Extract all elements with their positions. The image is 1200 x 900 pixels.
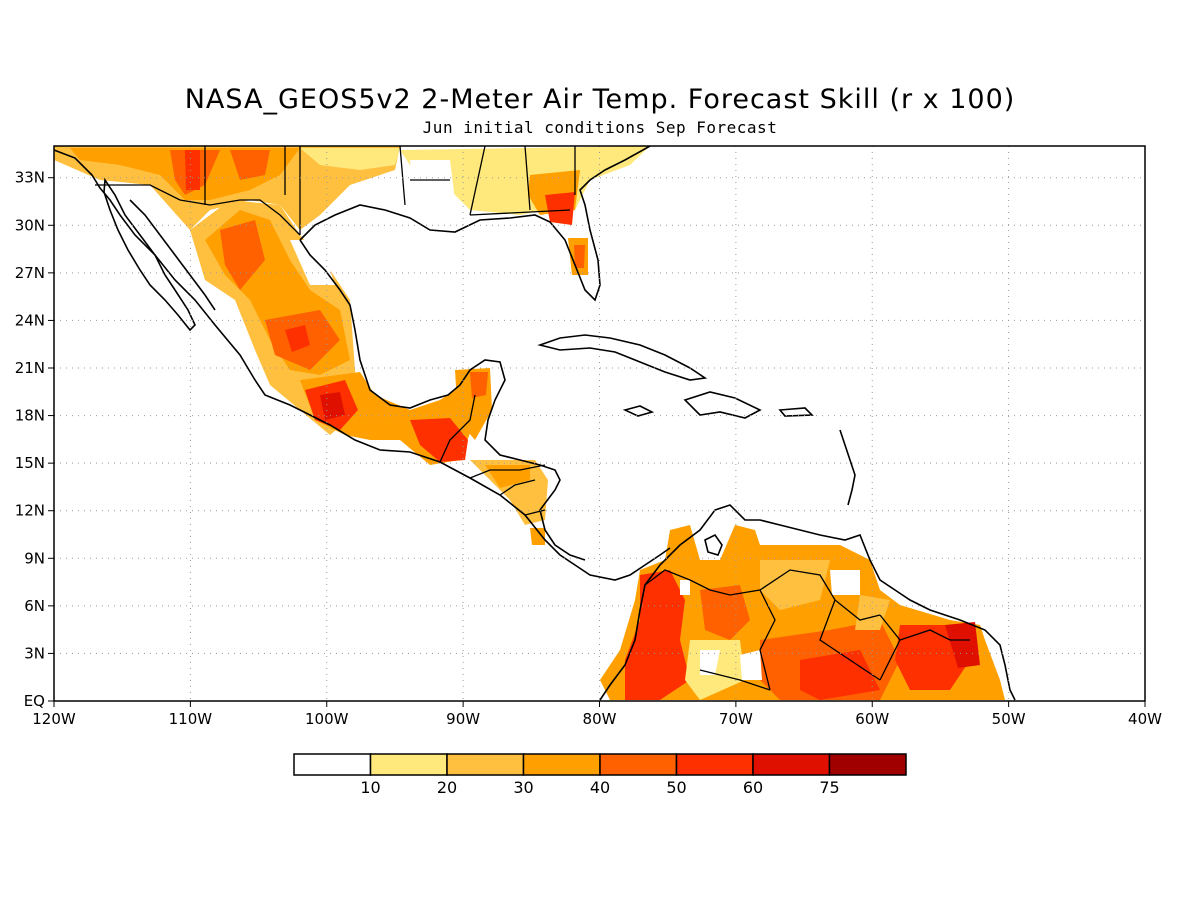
lat-tick-label: 6N — [24, 597, 45, 615]
lat-tick-label: 12N — [15, 502, 45, 520]
lat-tick-label: 15N — [15, 454, 45, 472]
shade-sa-red — [945, 622, 980, 668]
lat-tick-label: 27N — [15, 264, 45, 282]
colorbar: 10 20 30 40 50 60 75 — [293, 753, 907, 797]
lat-tick-label: 21N — [15, 359, 45, 377]
lat-tick-label: 30N — [15, 216, 45, 234]
coast-hispaniola — [683, 391, 762, 419]
coast-gulf-california — [129, 199, 216, 311]
lon-tick-label: 120W — [32, 710, 76, 728]
shade-arizona-red — [185, 150, 200, 190]
shade-se-us-mid — [300, 148, 400, 170]
axis-ticks: 120W 110W 100W 90W 80W 70W 60W 50W 40W EQ 3N 6N 9N 12… — [15, 169, 1162, 728]
lon-tick-label: 70W — [719, 710, 753, 728]
lon-tick-label: 40W — [1128, 710, 1162, 728]
shade-sa-yellow3 — [855, 595, 890, 630]
shade-texas-north — [230, 150, 270, 180]
lat-tick-label: 9N — [24, 549, 45, 567]
lat-tick-label: 33N — [15, 169, 45, 187]
shade-sa-hot4 — [800, 650, 880, 700]
colorbar-label: 20 — [437, 778, 457, 797]
coast-maracaibo — [704, 533, 723, 556]
shade-se-us — [400, 146, 650, 215]
shade-white-gulf-north — [410, 160, 455, 205]
lon-tick-label: 110W — [169, 710, 213, 728]
colorbar-swatch — [675, 753, 754, 776]
shade-sa-yellow2 — [760, 560, 830, 610]
lat-tick-label: 24N — [15, 311, 45, 329]
colorbar-swatch — [446, 753, 525, 776]
political-borders — [95, 146, 970, 691]
shade-sa-hot2 — [700, 585, 750, 640]
lon-tick-label: 80W — [583, 710, 617, 728]
lat-tick-label: 3N — [24, 644, 45, 662]
coast-antilles — [839, 429, 856, 506]
shade-mexico-white — [290, 240, 335, 285]
colorbar-label: 60 — [743, 778, 763, 797]
chart-title: NASA_GEOS5v2 2-Meter Air Temp. Forecast … — [184, 84, 1016, 115]
colorbar-swatch — [369, 753, 448, 776]
lat-tick-label: EQ — [24, 692, 45, 710]
shade-florida-hot — [574, 245, 585, 268]
lon-tick-label: 60W — [855, 710, 889, 728]
coast-south-america — [599, 504, 1016, 701]
border-central-america — [439, 394, 546, 516]
coast-mexico-gulf — [299, 239, 586, 561]
colorbar-label: 50 — [666, 778, 686, 797]
shade-sa-white2 — [830, 570, 860, 595]
border-us-states — [204, 146, 576, 235]
border-us-mexico — [95, 184, 301, 236]
coast-jamaica — [622, 405, 655, 417]
shade-georgia-red — [545, 192, 575, 225]
coast-puerto-rico — [778, 407, 814, 417]
colorbar-label: 10 — [360, 778, 380, 797]
colorbar-label: 40 — [590, 778, 610, 797]
shade-sa-white3 — [680, 580, 690, 595]
colorbar-swatch — [752, 753, 831, 776]
colorbar-swatch — [828, 753, 907, 776]
coastlines — [54, 146, 1016, 701]
lon-tick-label: 50W — [992, 710, 1026, 728]
shade-yucatan-hot — [470, 372, 488, 398]
shade-sa-white1 — [700, 650, 720, 675]
shade-honduras-mid — [485, 465, 530, 488]
coast-pacific — [54, 149, 671, 581]
colorbar-swatch — [522, 753, 601, 776]
colorbar-label: 30 — [513, 778, 533, 797]
shade-mexico-hot — [220, 220, 265, 290]
lon-tick-label: 100W — [305, 710, 349, 728]
lon-tick-label: 90W — [446, 710, 480, 728]
border-south-america — [644, 569, 970, 691]
lat-tick-label: 18N — [15, 407, 45, 425]
shade-sa-white4 — [740, 650, 762, 680]
coast-baja — [103, 177, 196, 332]
colorbar-swatch — [599, 753, 678, 776]
shade-guatemala — [410, 418, 468, 462]
colorbar-label: 75 — [819, 778, 839, 797]
skill-shading — [54, 146, 1005, 700]
coast-gulf — [299, 146, 651, 302]
shade-costa-rica — [530, 528, 545, 545]
shade-mexico-red — [285, 325, 310, 352]
coast-cuba — [537, 334, 708, 381]
chart-subtitle: Jun initial conditions Sep Forecast — [422, 118, 778, 137]
colorbar-swatch — [293, 753, 372, 776]
